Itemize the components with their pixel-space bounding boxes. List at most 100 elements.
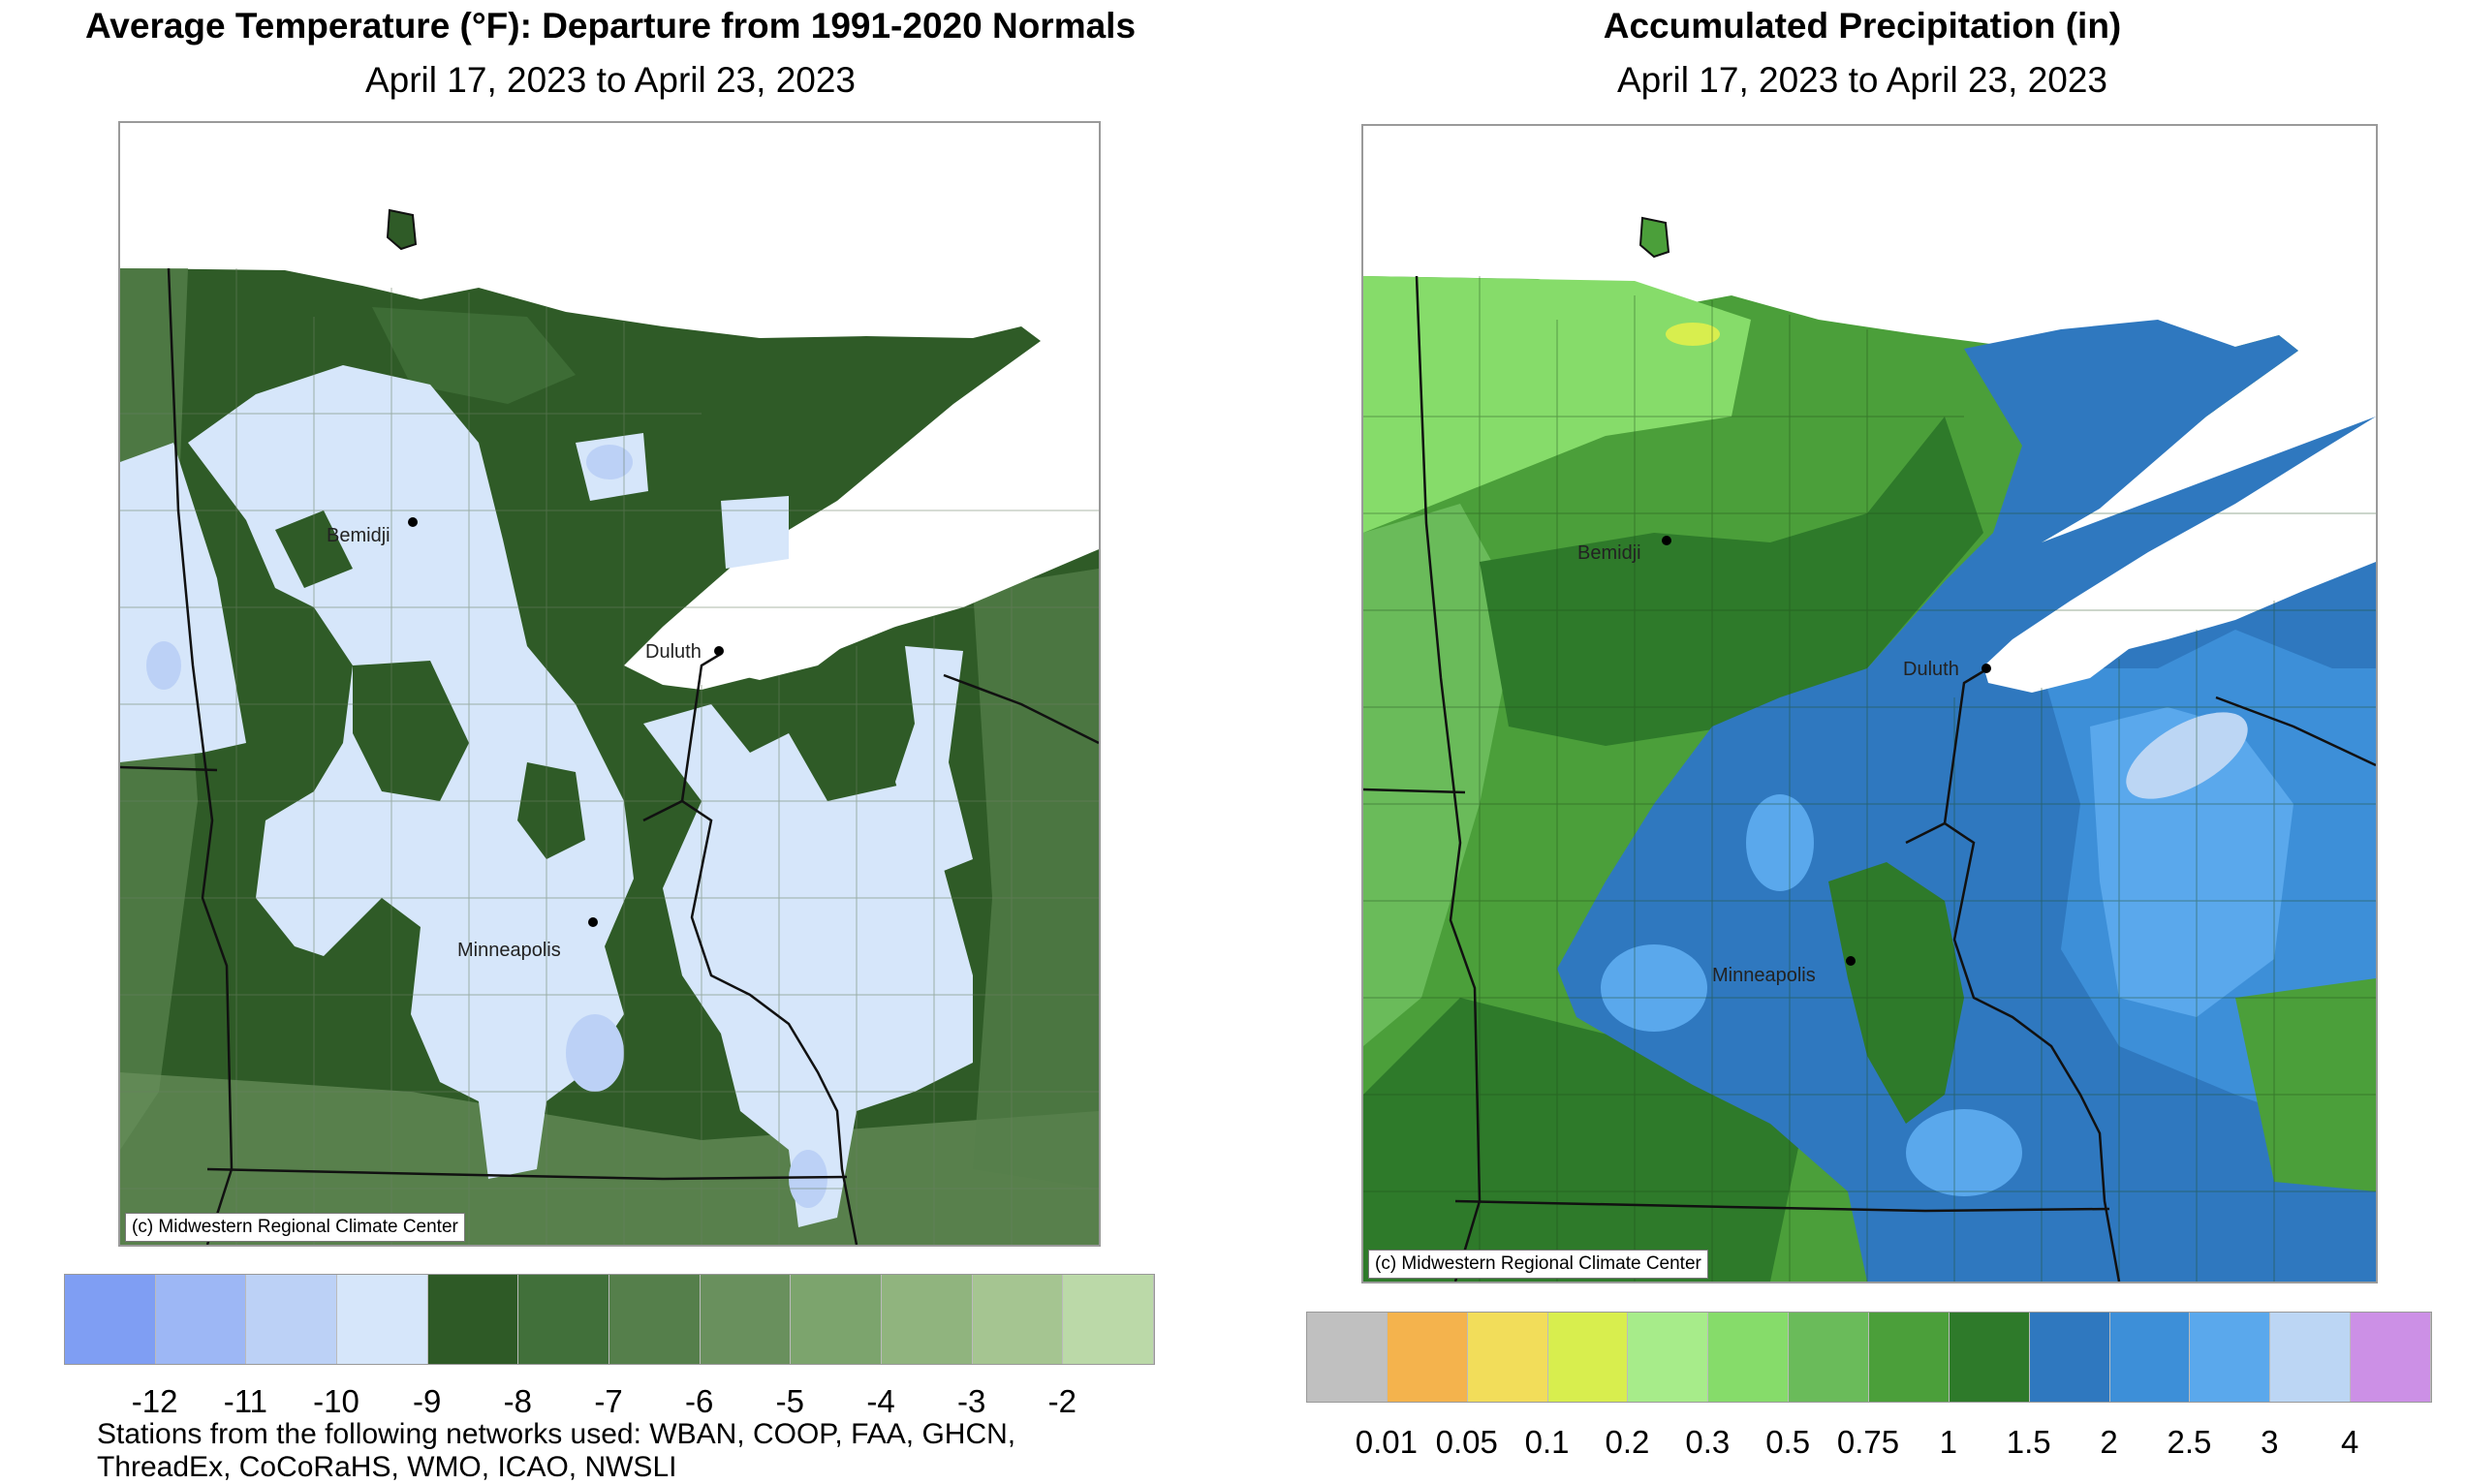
temperature-panel: Average Temperature (°F): Departure from… [0, 0, 1221, 1483]
temperature-legend-swatch [700, 1275, 792, 1364]
temperature-map: Bemidji Duluth Minneapolis (c) Midwester… [118, 121, 1101, 1247]
bemidji-label: Bemidji [1577, 542, 1641, 564]
temperature-legend-swatch [1063, 1275, 1155, 1364]
precipitation-legend-swatch [1628, 1313, 1709, 1402]
duluth-marker [714, 646, 724, 656]
warm-island-2 [517, 762, 585, 859]
precipitation-legend-tick-label: 0.3 [1685, 1424, 1731, 1460]
temperature-legend-tick-label: -3 [956, 1383, 986, 1419]
precipitation-legend-swatch [2109, 1313, 2191, 1402]
temperature-credit: (c) Midwestern Regional Climate Center [125, 1213, 465, 1242]
precipitation-legend-tick-label: 2 [2100, 1424, 2118, 1460]
temperature-legend-swatch [972, 1275, 1064, 1364]
cold-patch-northeast-2 [721, 496, 789, 569]
temperature-legend [64, 1274, 1155, 1365]
precipitation-legend-swatch [1467, 1313, 1548, 1402]
cold-core-3 [789, 1150, 827, 1208]
temperature-legend-tick-label: -7 [594, 1383, 623, 1419]
bemidji-marker [1662, 536, 1671, 545]
precipitation-legend-swatch [1869, 1313, 1950, 1402]
temperature-legend-tick-label: -9 [412, 1383, 442, 1419]
cold-region-east [643, 704, 973, 1227]
precipitation-legend-swatch [1708, 1313, 1790, 1402]
cold-core-1 [586, 445, 633, 479]
minneapolis-label: Minneapolis [457, 940, 561, 961]
precipitation-legend-swatch [2351, 1313, 2432, 1402]
precipitation-map: Bemidji Duluth Minneapolis (c) Midwester… [1361, 124, 2378, 1283]
east-green-band [973, 569, 1099, 1189]
stations-footnote-line-2: ThreadEx, CoCoRaHS, WMO, ICAO, NWSLI [97, 1451, 677, 1483]
lake-superior [711, 414, 1099, 680]
bemidji-marker [408, 517, 418, 527]
precipitation-legend [1306, 1312, 2432, 1403]
bemidji-label: Bemidji [327, 525, 390, 546]
precipitation-legend-swatch [2270, 1313, 2352, 1402]
temperature-legend-swatch [427, 1275, 519, 1364]
precipitation-legend-tick-label: 1.5 [2006, 1424, 2051, 1460]
precipitation-legend-tick-label: 0.01 [1355, 1424, 1418, 1460]
precipitation-legend-tick-label: 0.2 [1605, 1424, 1650, 1460]
temperature-title: Average Temperature (°F): Departure from… [84, 6, 1137, 46]
east-green-patch [2235, 978, 2376, 1191]
temperature-legend-swatch [337, 1275, 428, 1364]
temperature-legend-swatch [609, 1275, 701, 1364]
precipitation-legend-tick-label: 3 [2261, 1424, 2279, 1460]
temperature-date-range: April 17, 2023 to April 23, 2023 [364, 60, 857, 100]
temperature-legend-tick-label: -2 [1047, 1383, 1076, 1419]
temperature-legend-swatch [882, 1275, 973, 1364]
central-dark-green [1480, 417, 1983, 746]
temperature-legend-tick-label: -4 [866, 1383, 895, 1419]
angle-inlet [1638, 216, 1670, 259]
warm-island-1 [353, 661, 469, 801]
precipitation-legend-swatch [1547, 1313, 1629, 1402]
lake-superior [1983, 417, 2376, 693]
wet-core-northeast [2126, 712, 2248, 799]
precipitation-legend-tick-label: 0.1 [1524, 1424, 1570, 1460]
temperature-legend-ticks: -12 -11 -10 -9 -8 -7 -6 -5 -4 -3 -2 [64, 1383, 1153, 1422]
precipitation-legend-swatch [1307, 1313, 1388, 1402]
duluth-marker [1981, 664, 1991, 673]
precipitation-legend-swatch [1387, 1313, 1468, 1402]
temperature-legend-tick-label: -12 [131, 1383, 178, 1419]
angle-inlet [386, 208, 418, 251]
temperature-legend-swatch [518, 1275, 610, 1364]
minneapolis-marker [588, 917, 598, 927]
temperature-legend-tick-label: -10 [313, 1383, 359, 1419]
temperature-legend-tick-label: -5 [775, 1383, 804, 1419]
precipitation-title: Accumulated Precipitation (in) [1603, 6, 2122, 46]
minneapolis-label: Minneapolis [1712, 965, 1816, 986]
temperature-legend-tick-label: -11 [223, 1383, 267, 1419]
wet-core-central [1601, 944, 1707, 1032]
cold-core-4 [146, 641, 181, 690]
precipitation-date-range: April 17, 2023 to April 23, 2023 [1616, 60, 2108, 100]
green-tongue [1828, 862, 1964, 1124]
yellow-green-spot [1666, 323, 1720, 346]
precipitation-legend-swatch [1949, 1313, 2030, 1402]
wet-core-central-2 [1746, 794, 1814, 891]
state-boundaries [1363, 275, 2376, 1282]
minneapolis-marker [1846, 956, 1856, 966]
state-boundaries [120, 267, 1099, 1245]
temperature-legend-swatch [246, 1275, 338, 1364]
precipitation-legend-tick-label: 0.5 [1765, 1424, 1811, 1460]
temperature-map-graphic [120, 208, 1099, 1245]
precipitation-legend-tick-label: 0.75 [1836, 1424, 1900, 1460]
duluth-label: Duluth [1903, 659, 1959, 680]
duluth-label: Duluth [645, 641, 702, 663]
temperature-legend-swatch [155, 1275, 247, 1364]
precipitation-legend-tick-label: 1 [1939, 1424, 1958, 1460]
precipitation-legend-swatch [1789, 1313, 1870, 1402]
temperature-legend-swatch [65, 1275, 156, 1364]
stations-footnote: Stations from the following networks use… [97, 1418, 1016, 1450]
precipitation-legend-tick-label: 2.5 [2167, 1424, 2212, 1460]
precipitation-legend-tick-label: 0.05 [1435, 1424, 1498, 1460]
precipitation-legend-swatch [2029, 1313, 2110, 1402]
precipitation-credit: (c) Midwestern Regional Climate Center [1368, 1250, 1708, 1279]
county-lines [120, 268, 1099, 1245]
county-lines [1363, 276, 2376, 1282]
precipitation-legend-swatch [2190, 1313, 2271, 1402]
south-dark-green [1363, 998, 1799, 1282]
precipitation-panel: Accumulated Precipitation (in) April 17,… [1260, 0, 2465, 1470]
temperature-legend-tick-label: -6 [684, 1383, 714, 1419]
precipitation-legend-ticks: 0.01 0.05 0.1 0.2 0.3 0.5 0.75 1 1.5 2 2.5 3 4 [1306, 1424, 2430, 1463]
